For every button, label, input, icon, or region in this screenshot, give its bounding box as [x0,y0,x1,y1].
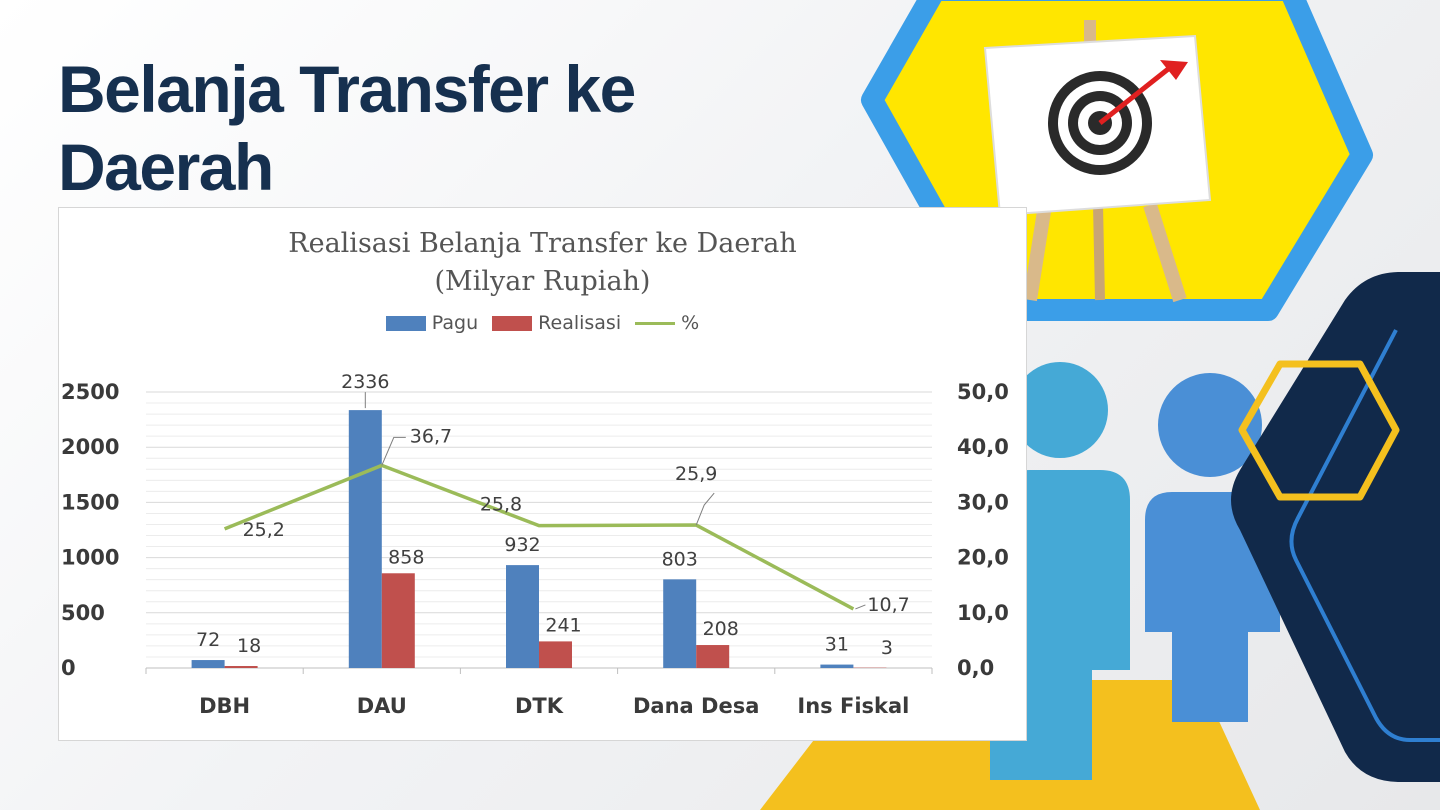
data-label-percent: 25,9 [675,463,717,485]
x-tick-label: DAU [357,694,407,718]
target-board-icon [983,20,1212,303]
legend-label-percent: % [681,312,700,334]
data-label-pagu: 803 [662,548,698,570]
navy-hexagon-inner-line [1289,329,1440,742]
bar-realisasi [539,641,572,668]
x-tick-label: Ins Fiskal [797,694,909,718]
data-label-realisasi: 241 [545,614,581,636]
bar-realisasi [381,573,415,668]
y-left-tick-label: 0 [61,656,76,680]
legend-swatch-percent [635,321,676,325]
legend-label-realisasi: Realisasi [538,312,622,334]
bar-realisasi [696,645,730,668]
data-label-realisasi: 3 [881,637,893,659]
y-left-tick-label: 2500 [61,380,119,404]
person-icon [1145,373,1280,722]
leader-line [381,436,406,466]
chart-subtitle: (Milyar Rupiah) [434,266,651,297]
data-label-pagu: 72 [196,629,220,651]
chart-plot: 0 500 1000 1500 2000 2500 0,0 10,0 20,0 30,0 40,0 5… [61,371,1009,718]
bar-pagu [348,410,382,668]
chart-title: Realisasi Belanja Transfer ke Daerah [288,228,797,259]
bar-pagu [663,579,697,668]
legend-item-percent: % [635,312,699,334]
y-right-tick-label: 20,0 [957,546,1009,570]
y-left-tick-label: 1500 [61,490,119,514]
data-label-realisasi: 858 [388,546,424,568]
data-label-percent: 36,7 [410,425,452,447]
y-right-tick-label: 30,0 [957,490,1009,514]
data-label-pagu: 932 [504,534,540,556]
bar-pagu [506,565,539,668]
navy-hexagon-shape [1231,272,1440,782]
x-tick-label: DTK [515,694,564,718]
y-left-tick-label: 1000 [61,546,119,570]
legend-swatch-pagu [385,315,426,331]
chart-legend: Pagu Realisasi % [59,312,1026,334]
leader-line [695,492,715,526]
bar-realisasi [224,666,258,668]
bar-pagu [820,664,854,668]
hexagon-outline-icon [1238,360,1400,501]
x-tick-label: DBH [199,694,250,718]
y-right-tick-label: 50,0 [957,380,1009,404]
legend-item-realisasi: Realisasi [492,312,621,334]
line-percent [223,463,855,611]
y-right-tick-label: 0,0 [957,656,994,680]
y-left-tick-label: 2000 [61,435,119,459]
data-label-percent: 25,2 [243,519,285,541]
data-label-percent: 25,8 [480,494,522,516]
y-right-tick-label: 40,0 [957,435,1009,459]
data-label-realisasi: 208 [703,618,739,640]
legend-item-pagu: Pagu [385,312,479,334]
data-label-pagu: 2336 [341,371,389,393]
legend-swatch-realisasi [492,315,533,331]
x-tick-label: Dana Desa [633,694,759,718]
slide-title: Belanja Transfer ke Daerah [58,52,636,204]
y-right-tick-label: 10,0 [957,601,1009,625]
data-label-realisasi: 18 [237,635,261,657]
bar-pagu [191,660,225,668]
y-left-tick-label: 500 [61,601,105,625]
data-label-pagu: 31 [825,634,849,656]
leader-line [855,604,866,610]
chart-panel: Realisasi Belanja Transfer ke Daerah (Mi… [58,207,1027,741]
data-label-percent: 10,7 [867,594,909,616]
legend-label-pagu: Pagu [431,312,479,334]
